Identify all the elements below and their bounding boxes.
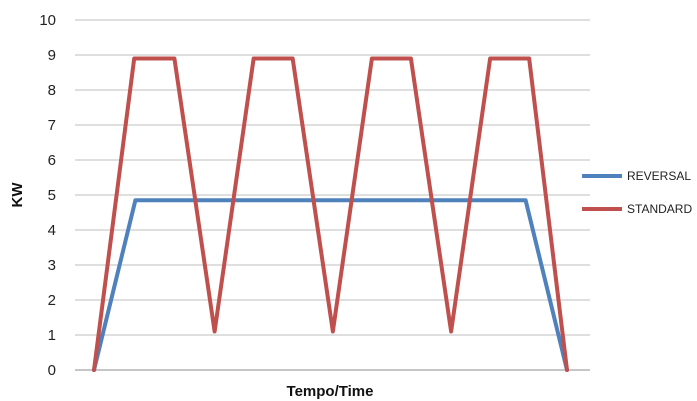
y-axis-title: KW (9, 182, 26, 208)
y-tick-label-8: 8 (48, 82, 56, 99)
y-tick-label-2: 2 (48, 292, 56, 309)
legend-label-reversal: REVERSAL (627, 169, 691, 183)
gridlines (75, 19, 590, 336)
y-tick-label-6: 6 (48, 152, 56, 169)
y-tick-label-3: 3 (48, 257, 56, 274)
legend-label-standard: STANDARD (627, 202, 692, 216)
y-tick-label-0: 0 (48, 362, 56, 379)
y-tick-label-4: 4 (48, 222, 56, 239)
y-tick-label-9: 9 (48, 47, 56, 64)
x-axis-title: Tempo/Time (287, 383, 374, 400)
y-tick-label-10: 10 (39, 12, 56, 29)
series-lines (92, 56, 569, 372)
legend: REVERSAL STANDARD (582, 169, 692, 216)
series-line-reversal (92, 198, 569, 372)
y-tick-label-1: 1 (48, 327, 56, 344)
series-line-standard (92, 56, 569, 372)
y-tick-label-7: 7 (48, 117, 56, 134)
y-tick-label-5: 5 (48, 187, 56, 204)
y-axis-tick-labels: 0 1 2 3 4 5 6 7 8 9 10 (39, 12, 56, 379)
